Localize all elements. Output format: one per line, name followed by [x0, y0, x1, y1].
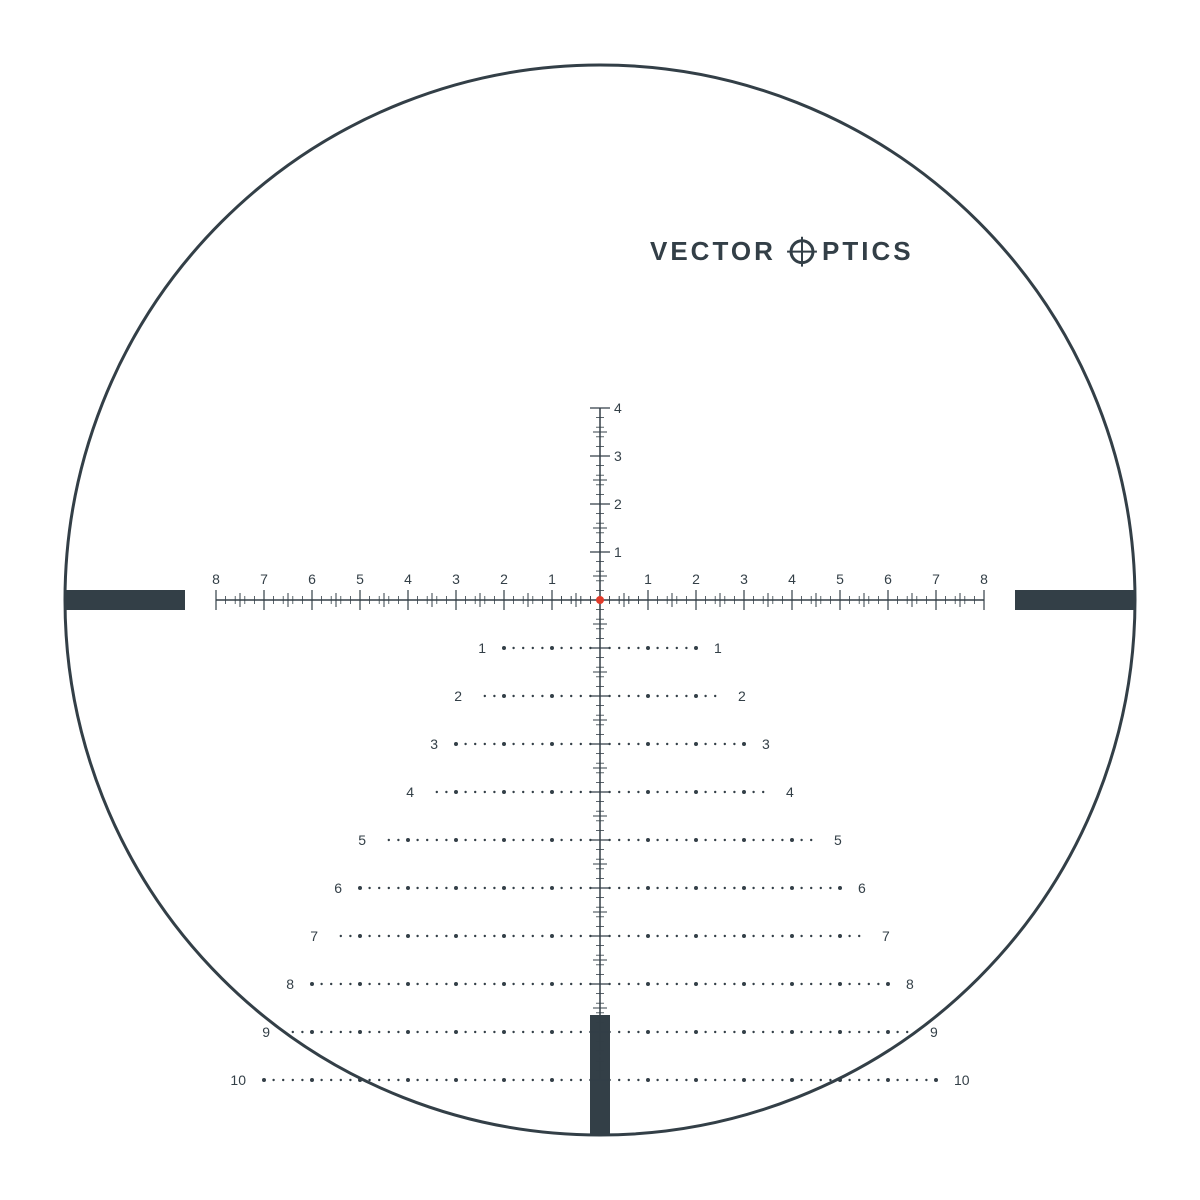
h-label: 6: [884, 571, 892, 587]
h-label: 5: [836, 571, 844, 587]
h-label: 8: [212, 571, 220, 587]
v-top-label: 2: [614, 496, 622, 512]
v-top-label: 1: [614, 544, 622, 560]
v-top-label: 3: [614, 448, 622, 464]
h-label: 4: [788, 571, 796, 587]
center-dot: [596, 596, 604, 604]
tree-row-label: 3: [430, 736, 438, 752]
tree-row-label: 5: [834, 832, 842, 848]
tree-row-label: 3: [762, 736, 770, 752]
tree-row-label: 8: [286, 976, 294, 992]
svg-text:PTICS: PTICS: [822, 236, 914, 266]
post-left: [65, 590, 185, 610]
h-label: 8: [980, 571, 988, 587]
h-label: 1: [548, 571, 556, 587]
reticle-diagram: 1 2 3 4 5 6 7 8 1 2 3 4 5 6 7 8 1 2 3 4 1 1 2 2 3 3 4 4 5 5 6 6 7 7 8 8 9 9 10…: [0, 0, 1200, 1200]
tree-row-label: 1: [478, 640, 486, 656]
h-label: 2: [500, 571, 508, 587]
h-label: 3: [740, 571, 748, 587]
tree-row-label: 6: [858, 880, 866, 896]
tree-row-label: 10: [954, 1072, 970, 1088]
tree-row-label: 1: [714, 640, 722, 656]
svg-text:VECTOR: VECTOR: [650, 236, 776, 266]
h-label: 2: [692, 571, 700, 587]
h-label: 6: [308, 571, 316, 587]
h-label: 7: [260, 571, 268, 587]
tree-row-label: 7: [310, 928, 318, 944]
tree-row-label: 10: [230, 1072, 246, 1088]
h-label: 4: [404, 571, 412, 587]
post-right: [1015, 590, 1135, 610]
tree-row-label: 9: [930, 1024, 938, 1040]
tree-row-label: 2: [738, 688, 746, 704]
tree-row-label: 5: [358, 832, 366, 848]
v-top-label: 4: [614, 400, 622, 416]
tree-row-label: 4: [406, 784, 414, 800]
h-label: 7: [932, 571, 940, 587]
tree-row-label: 2: [454, 688, 462, 704]
h-label: 1: [644, 571, 652, 587]
h-label: 5: [356, 571, 364, 587]
tree-row-label: 8: [906, 976, 914, 992]
h-label: 3: [452, 571, 460, 587]
tree-row-label: 7: [882, 928, 890, 944]
tree-row-label: 9: [262, 1024, 270, 1040]
tree-row-label: 6: [334, 880, 342, 896]
tree-row-label: 4: [786, 784, 794, 800]
